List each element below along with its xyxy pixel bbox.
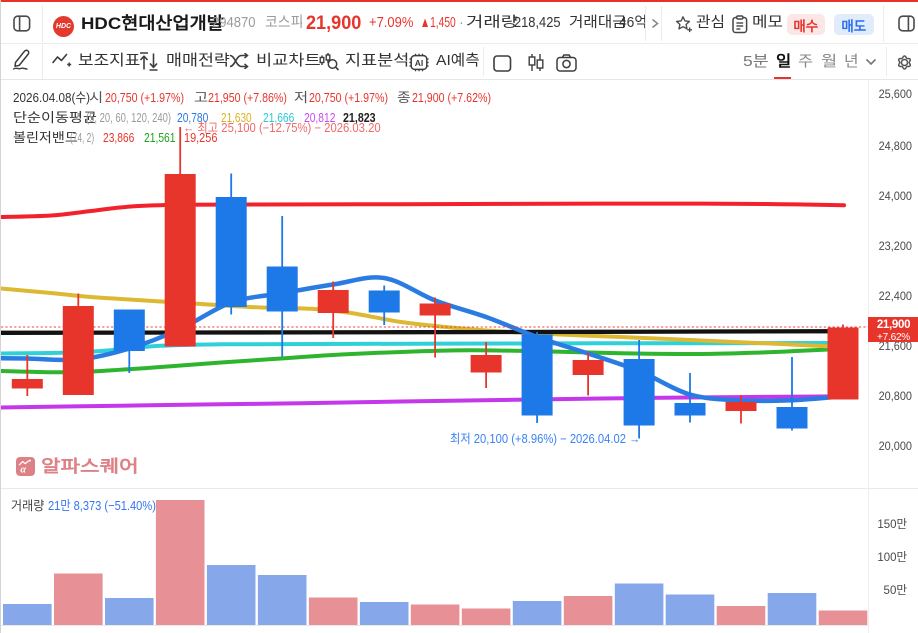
svg-text:AI: AI bbox=[415, 58, 424, 68]
svg-text:α: α bbox=[20, 464, 26, 475]
